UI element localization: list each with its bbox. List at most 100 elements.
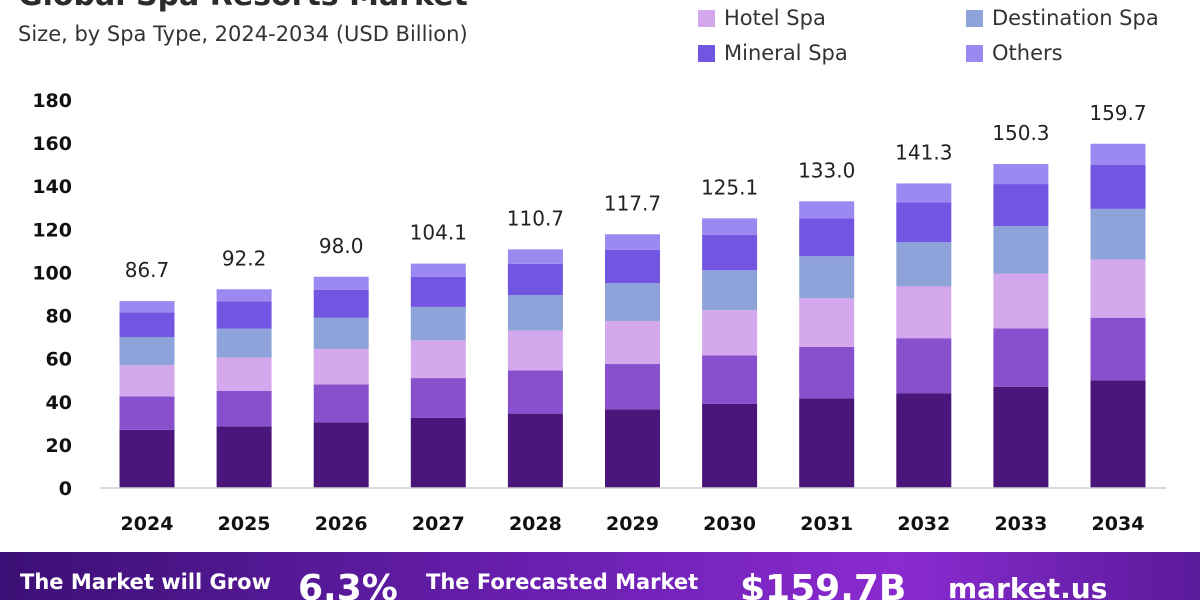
bar-segment	[1090, 317, 1146, 381]
bar-segment	[410, 263, 466, 277]
bar-segment	[993, 386, 1049, 488]
bar-total-label: 125.1	[701, 175, 758, 199]
bar-stack	[1090, 143, 1146, 488]
bars	[119, 143, 1146, 488]
bar-segment	[993, 164, 1049, 185]
bar-stack	[799, 201, 855, 488]
x-tick-label: 2028	[509, 513, 562, 535]
bar-segment	[1090, 164, 1146, 209]
legend: Hotel Spa Destination Spa Mineral Spa Ot…	[0, 0, 1200, 80]
bar-segment	[605, 409, 660, 488]
bar-segment	[799, 218, 855, 257]
legend-item-destination-spa: Destination Spa	[966, 6, 1159, 30]
bar-segment	[896, 393, 952, 488]
bar-segment	[605, 320, 660, 365]
bar-total-label: 117.7	[604, 191, 661, 215]
bar-segment	[702, 218, 758, 235]
bar-segment	[896, 338, 952, 394]
bar-segment	[313, 276, 369, 290]
bar-stack	[313, 276, 369, 488]
bar-segment	[119, 312, 175, 338]
legend-swatch-mineral-spa	[698, 44, 715, 62]
bar-segment	[896, 202, 952, 243]
bar-segment	[216, 426, 272, 488]
legend-label-mineral-spa: Mineral Spa	[724, 41, 848, 65]
bar-segment	[702, 310, 758, 356]
bar-segment	[216, 328, 272, 358]
bar-segment	[313, 422, 369, 488]
x-tick-label: 2025	[218, 513, 271, 535]
bar-segment	[216, 301, 272, 329]
footer-forecast-value: $159.7B	[740, 568, 907, 600]
y-tick-label: 20	[46, 435, 72, 457]
legend-item-mineral-spa: Mineral Spa	[698, 41, 848, 65]
y-axis: 0 20 40 60 80 100 120 140 160 180	[32, 90, 72, 500]
bar-segment	[119, 365, 175, 397]
bar-segment	[799, 201, 855, 219]
footer-banner: The Market will Grow 6.3% The Forecasted…	[0, 552, 1200, 600]
bar-segment	[1090, 208, 1146, 260]
y-tick-label: 40	[46, 392, 72, 414]
legend-swatch-others	[966, 44, 983, 62]
bar-total-label: 150.3	[992, 121, 1049, 145]
bar-segment	[216, 289, 272, 302]
bar-segment	[702, 270, 758, 311]
y-tick-label: 100	[32, 262, 72, 284]
bar-segment	[702, 234, 758, 271]
bar-segment	[410, 378, 466, 418]
bar-segment	[410, 340, 466, 379]
legend-label-others: Others	[992, 41, 1063, 65]
legend-item-hotel-spa: Hotel Spa	[698, 6, 826, 30]
bar-total-label: 133.0	[798, 158, 855, 182]
bar-total-label: 141.3	[895, 140, 952, 164]
total-labels: 86.7 92.2 98.0 104.1 110.7 117.7 125.1 133.0 141…	[125, 101, 1147, 282]
bar-segment	[507, 413, 563, 488]
bar-segment	[313, 384, 369, 423]
chart-title: Global Spa Resorts Market	[18, 0, 468, 13]
bar-segment	[119, 429, 175, 488]
bar-segment	[507, 330, 563, 371]
bar-segment	[313, 348, 369, 385]
bar-stack	[410, 263, 466, 488]
bar-stack	[896, 183, 952, 488]
bar-segment	[507, 295, 563, 331]
x-tick-label: 2030	[703, 513, 756, 535]
bar-stack	[119, 301, 175, 488]
bar-segment	[507, 370, 563, 414]
bar-total-label: 104.1	[410, 221, 467, 245]
footer-brand-logo: market.us	[948, 572, 1108, 600]
y-tick-label: 60	[46, 349, 72, 371]
bar-segment	[313, 289, 369, 318]
bar-stack	[993, 164, 1049, 488]
bar-segment	[605, 364, 660, 410]
bar-segment	[216, 391, 272, 427]
bar-segment	[799, 398, 855, 488]
footer-cagr-value: 6.3%	[298, 568, 398, 600]
x-tick-label: 2024	[121, 513, 174, 535]
bar-segment	[799, 346, 855, 399]
bar-segment	[896, 183, 952, 203]
bar-segment	[896, 242, 952, 287]
bar-segment	[410, 417, 466, 488]
bar-segment	[1090, 259, 1146, 318]
y-tick-label: 160	[32, 133, 72, 155]
legend-label-destination-spa: Destination Spa	[992, 6, 1159, 30]
y-tick-label: 140	[32, 176, 72, 198]
bar-segment	[119, 396, 175, 430]
x-tick-label: 2032	[897, 513, 950, 535]
chart-subtitle: Size, by Spa Type, 2024-2034 (USD Billio…	[18, 22, 468, 46]
bar-segment	[1090, 143, 1146, 165]
bar-segment	[896, 286, 952, 339]
bar-stack	[702, 218, 758, 488]
footer-grow-label: The Market will Grow	[20, 570, 271, 594]
legend-label-hotel-spa: Hotel Spa	[724, 6, 826, 30]
legend-item-others: Others	[966, 41, 1063, 65]
bar-segment	[993, 273, 1049, 329]
bar-total-label: 159.7	[1089, 101, 1146, 125]
bar-segment	[119, 301, 175, 313]
bar-segment	[119, 337, 175, 366]
bar-stack	[605, 234, 660, 488]
legend-swatch-destination-spa	[966, 9, 983, 27]
y-tick-label: 0	[59, 478, 72, 500]
